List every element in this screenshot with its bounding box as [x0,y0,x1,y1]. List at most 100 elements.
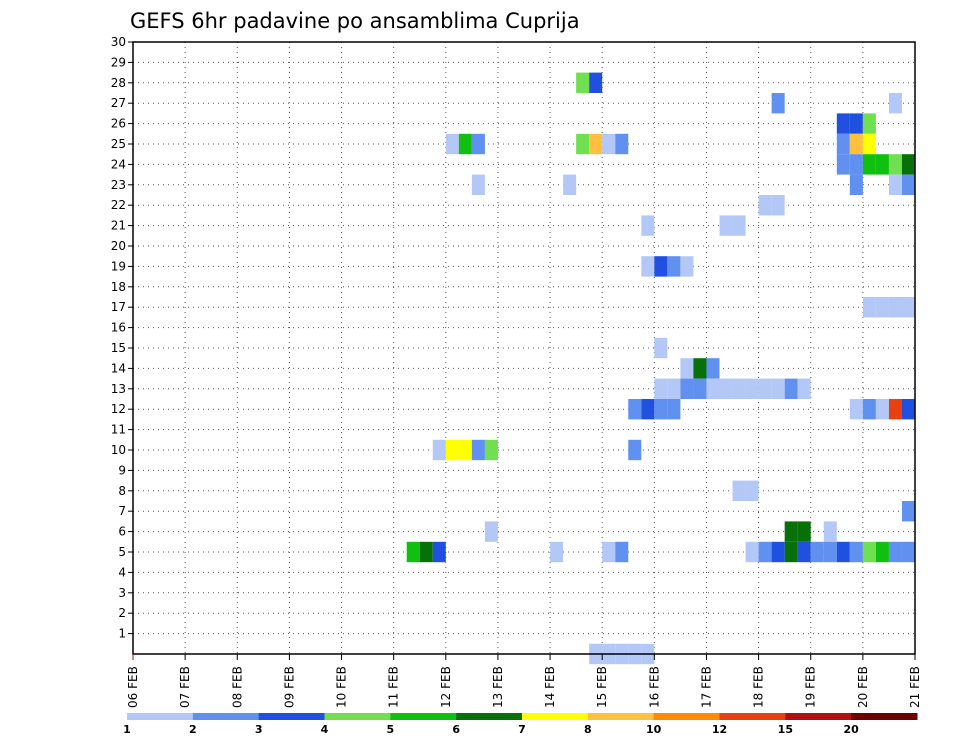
heatmap-cell [745,541,759,563]
y-tick-label: 23 [111,178,126,192]
heatmap-cell [719,378,733,399]
heatmap-cell [667,256,681,277]
heatmap-cell [445,439,459,461]
heatmap-cell [458,439,472,461]
x-tick-label: 21 FEB [908,666,922,708]
y-tick-label: 27 [111,96,126,110]
heatmap-cell [875,297,889,318]
heatmap-cell [862,399,876,420]
heatmap-cell [862,133,876,155]
colorbar-label: 2 [189,723,197,736]
heatmap-cell [745,480,759,501]
y-tick-label: 15 [111,341,126,355]
y-tick-label: 18 [111,280,126,294]
colorbar-label: 7 [518,723,526,736]
colorbar-label: 5 [387,723,395,736]
y-tick-label: 29 [111,55,126,69]
colorbar-label: 1 [123,723,131,736]
x-tick-label: 19 FEB [804,666,818,708]
heatmap-cell [888,541,902,563]
heatmap-cell [432,439,446,461]
colorbar-label: 10 [646,723,662,736]
heatmap-cell [628,439,642,461]
heatmap-cell [758,541,772,563]
heatmap-cell [641,256,655,277]
heatmap-cell [836,113,850,134]
y-axis: 1234567891011121314151617181920212223242… [111,35,133,641]
heatmap-cell [836,541,850,563]
colorbar-swatch [587,713,655,720]
heatmap-cell [589,133,603,155]
y-tick-label: 1 [118,627,126,641]
x-tick-label: 15 FEB [595,666,609,708]
heatmap-cell [758,378,772,399]
colorbar-label: 12 [712,723,727,736]
heatmap-cell [862,154,876,175]
heatmap-cell [406,541,420,563]
heatmap-cell [862,297,876,318]
heatmap-cell [823,521,837,542]
chart-title: GEFS 6hr padavine po ansamblima Cuprija [130,9,580,33]
heatmap-cell [862,541,876,563]
heatmap-cell [615,541,629,563]
heatmap-cell [706,358,720,379]
heatmap-cell [445,133,459,155]
heatmap-cell [784,378,798,399]
heatmap-cell [680,256,694,277]
heatmap-cell [667,378,681,399]
heatmap-cells [406,72,915,665]
x-tick-label: 20 FEB [856,666,870,708]
heatmap-cell [615,133,629,155]
heatmap-cell [641,399,655,420]
colorbar-label: 8 [584,723,592,736]
heatmap-cell [836,133,850,155]
heatmap-cell [550,541,564,563]
heatmap-cell [797,541,811,563]
heatmap-cell [745,378,759,399]
heatmap-cell [849,154,863,175]
heatmap-cell [719,215,733,236]
heatmap-cell [576,133,590,155]
colorbar-label: 3 [255,723,263,736]
y-tick-label: 9 [118,463,126,477]
y-tick-label: 25 [111,137,126,151]
heatmap-cell [875,154,889,175]
y-tick-label: 12 [111,402,126,416]
heatmap-cell [862,113,876,134]
heatmap-cell [693,378,707,399]
x-tick-label: 08 FEB [230,666,244,708]
heatmap-cell [888,154,902,175]
y-tick-label: 16 [111,321,126,335]
heatmap-cell [901,154,915,175]
heatmap-cell [888,399,902,420]
heatmap-cell [471,439,485,461]
heatmap-cell [732,480,746,501]
heatmap-cell [797,378,811,399]
heatmap-cell [849,133,863,155]
heatmap-cell [680,358,694,379]
colorbar-swatch [456,713,523,720]
heatmap-cell [654,378,668,399]
heatmap-cell [849,541,863,563]
colorbar-legend: 1 2 3 4 5 6 7 8 10 12 15 20 [123,713,918,736]
x-axis: 06 FEB 07 FEB 08 FEB 09 FEB 10 FEB 11 FEB 12 F… [126,654,922,708]
heatmap-cell [732,378,746,399]
colorbar-swatch [258,713,325,720]
x-tick-label: 09 FEB [282,666,296,708]
heatmap-cell [901,297,915,318]
heatmap-cell [732,215,746,236]
heatmap-cell [654,337,668,359]
colorbar-swatch [390,713,457,720]
x-tick-label: 18 FEB [752,666,766,708]
colorbar-swatch [522,713,589,720]
colorbar-label: 4 [321,723,329,736]
y-tick-label: 7 [118,504,126,518]
y-tick-label: 4 [118,565,126,579]
colorbar-swatch [653,713,720,720]
x-tick-label: 11 FEB [387,666,401,708]
colorbar-label: 15 [778,723,793,736]
heatmap-cell [471,174,485,195]
colorbar-swatch [192,713,260,720]
heatmap-cell [836,154,850,175]
heatmap-cell [901,541,915,563]
